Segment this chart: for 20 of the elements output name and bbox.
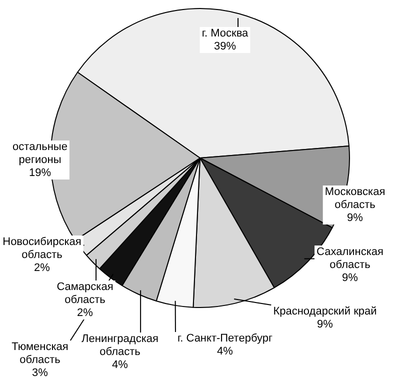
- data-label: 4%: [112, 359, 128, 372]
- data-label: 3%: [32, 367, 48, 380]
- data-label: 39%: [214, 40, 236, 53]
- slice-label: Тюменская область: [12, 341, 68, 366]
- slice-label: Краснодарский край: [273, 306, 377, 318]
- slice-label: Новосибирская область: [2, 236, 82, 262]
- data-label: 9%: [317, 318, 334, 331]
- data-label: 2%: [34, 262, 50, 274]
- slice-label: остальные регионы: [12, 141, 68, 166]
- slice-label: Московская область: [324, 186, 386, 212]
- slice-label: Самарская область: [56, 281, 114, 306]
- data-label: 2%: [77, 307, 94, 320]
- data-label: 19%: [28, 167, 52, 180]
- data-label: 4%: [217, 346, 234, 358]
- data-label: 9%: [342, 272, 358, 284]
- data-label: 9%: [347, 212, 364, 224]
- slice-label: г. Москва: [202, 28, 250, 40]
- slice-label: г. Санкт-Петербург: [177, 332, 273, 345]
- slice-label: Сахалинская область: [316, 246, 384, 272]
- slice-label: Ленинградская область: [82, 333, 158, 358]
